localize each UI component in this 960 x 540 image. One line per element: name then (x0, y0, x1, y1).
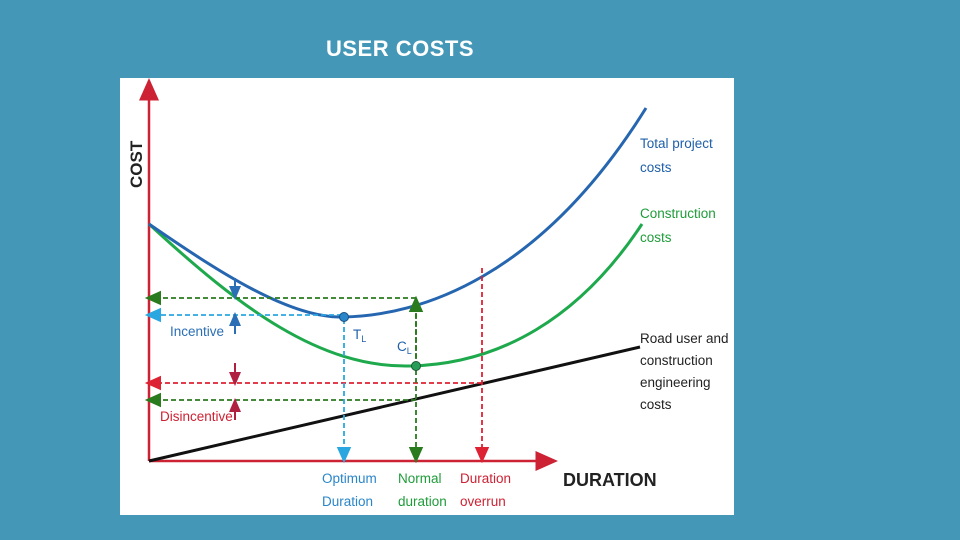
cl-point (411, 361, 421, 371)
x-axis-label: DURATION (563, 470, 657, 490)
optimum-duration-label-line1: Optimum (322, 471, 377, 486)
disincentive-label: Disincentive (160, 409, 233, 424)
total-cost-label-line2: costs (640, 160, 672, 175)
y-axis-label: COST (127, 140, 146, 188)
road-user-cost-line (148, 345, 641, 463)
road-user-label-line2: construction (640, 353, 713, 368)
road-user-label-line3: engineering (640, 375, 711, 390)
overrun-label-line2: overrun (460, 494, 506, 509)
optimum-duration-label-line2: Duration (322, 494, 373, 509)
normal-duration-label-line2: duration (398, 494, 447, 509)
construction-cost-curve (147, 222, 644, 368)
cost-duration-diagram: COST DURATION TL CL Incentive Disincenti… (120, 78, 734, 515)
construction-cost-label-line1: Construction (640, 206, 716, 221)
total-project-cost-curve (148, 107, 648, 319)
diagram-svg: COST DURATION TL CL Incentive Disincenti… (127, 78, 729, 509)
construction-cost-label-line2: costs (640, 230, 672, 245)
overrun-label-line1: Duration (460, 471, 511, 486)
road-user-label-line4: costs (640, 397, 672, 412)
slide-title: USER COSTS (325, 36, 475, 61)
normal-duration-label-line1: Normal (398, 471, 442, 486)
tl-point (339, 312, 349, 322)
incentive-label: Incentive (170, 324, 224, 339)
total-cost-label-line1: Total project (640, 136, 713, 151)
road-user-label-line1: Road user and (640, 331, 729, 346)
tl-label: TL (353, 327, 366, 344)
cl-label: CL (397, 339, 412, 356)
